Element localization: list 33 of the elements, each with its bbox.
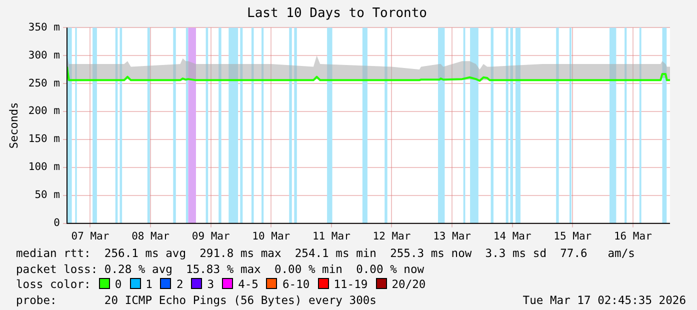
y-axis-title: Seconds bbox=[7, 102, 20, 149]
y-tick-label: 100 m bbox=[28, 161, 60, 174]
x-tick-label: 11 Mar bbox=[312, 230, 350, 242]
legend-label: 2 bbox=[176, 278, 184, 291]
text: median rtt: 256.1 ms avg 291.8 ms max 254.1 ms min 255.3 ms now 3.3 ms sd 77.6 am/s bbox=[16, 246, 636, 262]
x-tick-label: 15 Mar bbox=[554, 230, 592, 242]
text: packet loss: 0.28 % avg 15.83 % max 0.00 % min 0.00 % now bbox=[16, 262, 426, 277]
y-tick-label: 200 m bbox=[28, 105, 60, 118]
legend-label: 1 bbox=[146, 278, 152, 291]
y-tick-label: 250 m bbox=[28, 77, 60, 90]
legend-title: loss color: bbox=[16, 278, 91, 291]
legend-label: 3 bbox=[207, 278, 214, 291]
x-tick-label: 13 Mar bbox=[433, 230, 472, 242]
legend-label: 6-10 bbox=[282, 278, 310, 291]
text: probe: 20 ICMP Echo Pings (56 Bytes) every 300s bbox=[16, 294, 376, 306]
legend-label: 0 bbox=[114, 278, 122, 291]
x-tick-label: 07 Mar bbox=[71, 230, 110, 242]
y-tick-label: 300 m bbox=[28, 49, 60, 62]
text: Tue Mar 17 02:45:35 2026 bbox=[522, 292, 686, 308]
x-tick-label: 12 Mar bbox=[372, 230, 411, 242]
y-tick-label: 0 bbox=[54, 217, 60, 230]
x-tick-label: 09 Mar bbox=[192, 230, 230, 242]
legend-label: 11-19 bbox=[334, 278, 368, 291]
y-tick-label: 350 m bbox=[28, 21, 60, 34]
x-tick-label: 16 Mar bbox=[614, 230, 652, 242]
y-tick-label: 150 m bbox=[28, 133, 60, 146]
x-tick-label: 10 Mar bbox=[252, 230, 290, 242]
x-tick-label: 08 Mar bbox=[132, 230, 170, 242]
x-tick-label: 14 Mar bbox=[493, 230, 532, 242]
legend-label: 4-5 bbox=[238, 278, 258, 291]
y-tick-label: 50 m bbox=[34, 189, 60, 202]
chart-title: Last 10 Days to Toronto bbox=[246, 6, 428, 22]
legend-label: 20/20 bbox=[392, 278, 426, 291]
